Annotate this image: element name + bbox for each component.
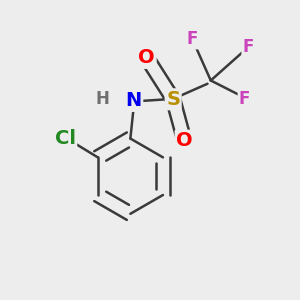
Text: N: N: [125, 92, 142, 110]
Text: Cl: Cl: [55, 129, 76, 148]
Text: F: F: [186, 30, 198, 48]
Text: O: O: [176, 131, 193, 150]
Text: O: O: [139, 48, 155, 68]
Text: F: F: [239, 90, 250, 108]
Text: F: F: [243, 38, 254, 56]
Text: S: S: [166, 90, 180, 109]
Text: H: H: [96, 90, 110, 108]
